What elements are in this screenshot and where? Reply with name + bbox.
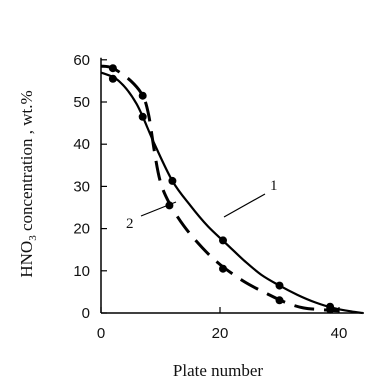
series-1-point — [108, 74, 117, 83]
markers — [108, 64, 335, 314]
y-axis-label-prefix: HNO — [17, 241, 36, 278]
x-tick-label: 20 — [212, 325, 229, 342]
x-tick-label: 0 — [97, 325, 105, 342]
curve-label-1: 1 — [270, 178, 278, 194]
series-2-point — [219, 264, 227, 273]
series-2-point — [108, 64, 117, 73]
y-axis-label: HNO3 concentration , wt.% — [17, 90, 39, 277]
series-1-line — [100, 71, 363, 315]
curve-leaders — [140, 193, 266, 218]
y-tick-label: 50 — [73, 94, 90, 111]
series-1-point — [219, 236, 227, 245]
y-tick-label: 60 — [73, 52, 90, 69]
y-tick-label: 20 — [73, 221, 90, 238]
curves — [100, 64, 363, 315]
y-tick-label: 40 — [73, 136, 90, 153]
series-2-line — [100, 64, 340, 313]
y-tick-label: 10 — [73, 263, 90, 280]
x-axis-label: Plate number — [173, 361, 264, 380]
series-2-point — [275, 296, 284, 305]
series-1-point — [138, 112, 147, 121]
curve-label-2: 2 — [126, 216, 134, 232]
curve-1-leader-line — [223, 193, 266, 218]
x-tick-label: 40 — [331, 325, 348, 342]
y-axis-label-suffix: concentration , wt.% — [17, 90, 36, 235]
series-1-point — [168, 176, 177, 185]
series-2-point — [326, 305, 335, 314]
y-axis-label-subscript: 3 — [27, 235, 39, 241]
ticks: 0 10 20 30 40 50 60 0 20 40 — [73, 52, 347, 342]
y-tick-label: 30 — [73, 178, 90, 195]
y-tick-label: 0 — [82, 305, 90, 322]
series-1-point — [275, 281, 284, 290]
curve-2-leader-line — [140, 201, 177, 217]
series-2-point — [138, 91, 147, 100]
